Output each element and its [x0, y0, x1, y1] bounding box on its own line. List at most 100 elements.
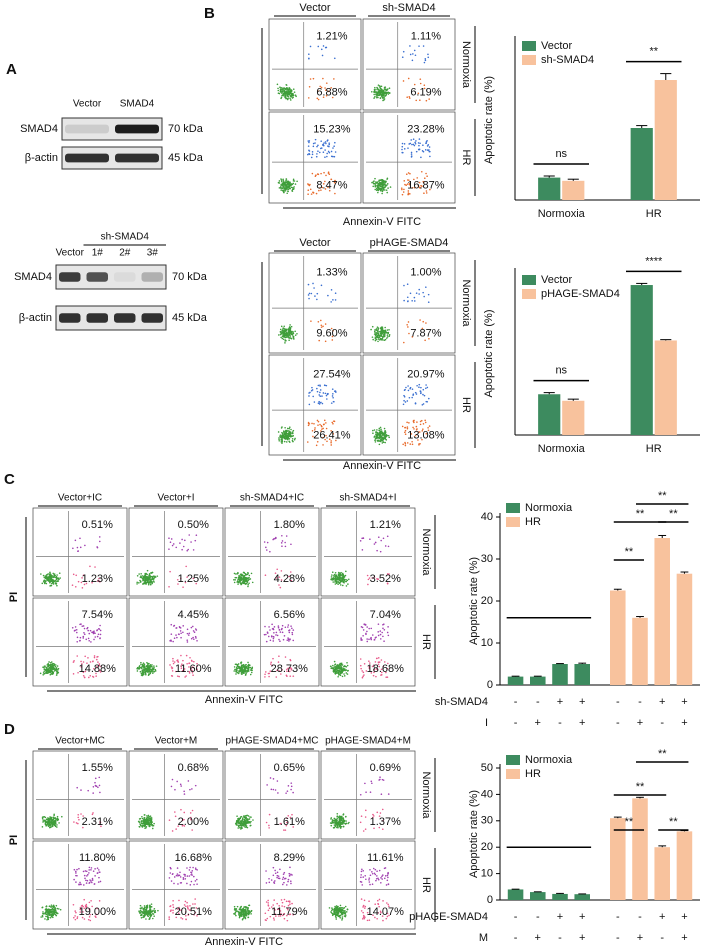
flow-dot [83, 583, 86, 586]
flow-dot [72, 547, 74, 550]
flow-dot [290, 90, 293, 93]
flow-dot [49, 661, 52, 664]
flow-dot [373, 93, 375, 96]
flow-dot [82, 884, 85, 886]
flow-dot [271, 664, 273, 667]
flow-dot [375, 182, 377, 184]
flow-dot [83, 676, 86, 679]
flow-dot [82, 815, 84, 817]
flow-dot [314, 295, 316, 297]
flow-dot [151, 912, 154, 915]
flow-dot [374, 339, 377, 342]
flow-dot [381, 442, 384, 444]
flow-dot [243, 915, 246, 917]
flow-dot [50, 820, 53, 822]
flow-dot [381, 190, 384, 193]
flow-dot [322, 77, 324, 80]
flow-dot [183, 818, 185, 821]
flow-dot [320, 189, 322, 191]
flow-dot [345, 911, 348, 913]
flow-dot [144, 912, 147, 915]
flow-dot [425, 172, 427, 175]
flow-dot [277, 625, 280, 627]
flow-dot [145, 673, 147, 676]
flow-dot [171, 778, 174, 781]
flow-dot [377, 634, 380, 637]
flow-dot [98, 664, 101, 667]
flow-dot [152, 667, 154, 669]
flow-dot [292, 93, 294, 95]
flow-dot [278, 576, 281, 578]
flow-dot [401, 142, 404, 145]
flow-dot [322, 143, 325, 146]
flow-dot [374, 329, 376, 331]
flow-dot [274, 915, 277, 917]
flow-dot [337, 816, 340, 819]
flow-dot [49, 581, 51, 584]
percent-upper: 0.68% [178, 762, 209, 774]
flow-dot [270, 663, 272, 665]
flow-dot [291, 631, 294, 634]
flow-dot [93, 638, 95, 641]
flow-dot [277, 661, 280, 663]
flow-dot [337, 912, 340, 914]
flow-dot [311, 386, 313, 389]
flow-dot [143, 825, 145, 827]
flow-dot [332, 147, 334, 149]
flow-dot [140, 663, 142, 666]
flow-dot [292, 826, 294, 828]
flow-dot [237, 579, 239, 581]
flow-dot [337, 675, 339, 678]
flow-dot [418, 288, 421, 291]
flow-dot [188, 875, 191, 877]
percent-lower: 28.73% [271, 663, 309, 675]
flow-dot [361, 549, 364, 551]
flow-dot [272, 788, 275, 791]
flow-dot [274, 909, 276, 911]
flow-dot [400, 187, 403, 189]
flow-dot [46, 918, 48, 921]
flow-dot [322, 423, 325, 426]
flow-dot [377, 433, 380, 436]
flow-dot [189, 788, 191, 791]
flow-dot [288, 89, 290, 91]
flow-dot [45, 915, 47, 918]
flow-dot [376, 870, 378, 873]
flow-dot [321, 402, 324, 405]
flow-dot [409, 172, 411, 175]
flow-dot [328, 907, 331, 909]
flow-dot [281, 337, 284, 340]
flow-dot [238, 670, 240, 672]
flow-dot [380, 334, 382, 336]
flow-dot [280, 673, 282, 675]
flow-dot [91, 813, 94, 816]
row-label: HR [460, 150, 472, 166]
flow-dot [94, 632, 96, 635]
flow-dot [244, 582, 247, 585]
flow-dot [286, 94, 289, 97]
flow-dot [404, 426, 407, 429]
flow-dot [56, 580, 59, 582]
flow-dot [318, 151, 321, 154]
flow-dot [422, 144, 424, 147]
flow-dot [381, 808, 384, 811]
flow-dot [375, 675, 377, 678]
flow-dot [76, 868, 78, 871]
flow-dot [186, 867, 188, 869]
flow-dot [422, 291, 424, 294]
flow-dot [324, 323, 327, 325]
flow-dot [314, 142, 316, 144]
flow-dot [316, 173, 319, 175]
flow-dot [330, 444, 333, 446]
flow-dot [245, 821, 248, 823]
flow-dot [425, 192, 428, 194]
flow-dot [290, 333, 293, 336]
flow-dot [325, 434, 327, 437]
flow-dot [382, 900, 384, 902]
flow-dot [381, 180, 383, 182]
flow-dot [92, 660, 94, 662]
flow-dot [375, 878, 378, 880]
flow-dot [332, 822, 334, 824]
flow-dot [47, 579, 50, 581]
flow-dot [289, 99, 292, 101]
